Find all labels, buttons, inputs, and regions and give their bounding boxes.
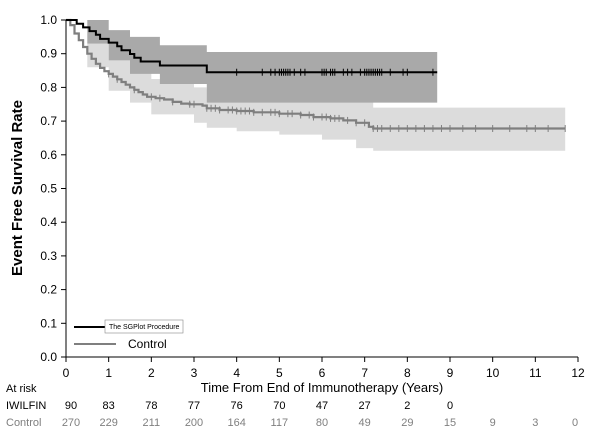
ci-band-iwilfin [66,20,438,103]
at-risk-value-iwilfin-5: 70 [273,400,285,412]
legend-label-control: Control [128,337,167,351]
x-tick-label-9: 9 [447,366,454,380]
ci-band-control [66,20,566,151]
y-axis-title: Event Free Survival Rate [9,100,26,276]
at-risk-value-iwilfin-7: 27 [359,400,371,412]
x-ticks: 0 1 2 3 4 5 6 7 8 9 10 11 12 [63,357,585,380]
y-ticks: 0.0 0.1 0.2 0.3 0.4 0.5 0.6 0.7 0.8 0.9 1.0 [40,13,66,364]
x-tick-label-3: 3 [191,366,198,380]
y-tick-label-5: 0.5 [40,182,57,196]
at-risk-value-control-7: 49 [359,417,371,429]
x-tick-label-4: 4 [233,366,240,380]
x-tick-label-2: 2 [148,366,155,380]
y-tick-label-3: 0.3 [40,249,57,263]
survival-line-control [66,18,566,130]
at-risk-value-control-11: 3 [532,417,538,429]
at-risk-table: At risk IWILFIN Control 90 83 78 77 76 70 47 27… [6,383,578,429]
legend-tooltip-text: The SGPlot Procedure [109,324,180,331]
at-risk-label: At risk [6,383,37,395]
legend-tooltip [104,319,184,334]
at-risk-row-label-control: Control [6,417,41,429]
y-tick-label-9: 0.9 [40,47,57,61]
at-risk-value-iwilfin-4: 76 [231,400,243,412]
at-risk-value-control-4: 164 [227,417,245,429]
x-tick-label-5: 5 [276,366,283,380]
at-risk-value-iwilfin-9: 0 [447,400,453,412]
x-tick-label-8: 8 [404,366,411,380]
x-tick-label-1: 1 [105,366,112,380]
x-tick-label-10: 10 [486,366,500,380]
y-tick-label-1: 0.1 [40,316,57,330]
y-tick-label-8: 0.8 [40,80,57,94]
at-risk-value-iwilfin-8: 2 [404,400,410,412]
at-risk-value-control-1: 229 [99,417,117,429]
at-risk-value-control-5: 117 [271,417,289,429]
x-tick-label-7: 7 [361,366,368,380]
survival-line-iwilfin [66,19,438,74]
at-risk-value-control-8: 29 [401,417,413,429]
x-tick-label-0: 0 [63,366,70,380]
at-risk-value-iwilfin-2: 78 [145,400,157,412]
y-tick-label-2: 0.2 [40,283,57,297]
legend: The SGPlot Procedure Control [74,319,184,351]
y-tick-label-0: 0.0 [40,350,57,364]
at-risk-value-control-0: 270 [62,417,80,429]
censor-marks [108,68,566,133]
survival-curves [66,18,566,130]
at-risk-value-control-2: 211 [143,417,161,429]
at-risk-row-label-iwilfin: IWILFIN [6,400,46,412]
at-risk-value-control-9: 15 [444,417,456,429]
confidence-bands [66,20,566,151]
y-tick-label-6: 0.6 [40,148,57,162]
y-tick-label-7: 0.7 [40,114,57,128]
y-tick-label-4: 0.4 [40,215,57,229]
x-tick-label-6: 6 [319,366,326,380]
at-risk-value-iwilfin-6: 47 [316,400,328,412]
at-risk-value-iwilfin-3: 77 [188,400,200,412]
y-tick-label-10: 1.0 [40,13,57,27]
x-tick-label-11: 11 [529,366,542,380]
x-axis-title: Time From End of Immunotherapy (Years) [201,380,444,395]
at-risk-value-control-6: 80 [316,417,328,429]
x-tick-label-12: 12 [571,366,585,380]
at-risk-value-iwilfin-1: 83 [103,400,115,412]
at-risk-value-iwilfin-0: 90 [65,400,77,412]
at-risk-value-control-3: 200 [185,417,203,429]
at-risk-value-control-12: 0 [572,417,578,429]
at-risk-value-control-10: 9 [490,417,496,429]
